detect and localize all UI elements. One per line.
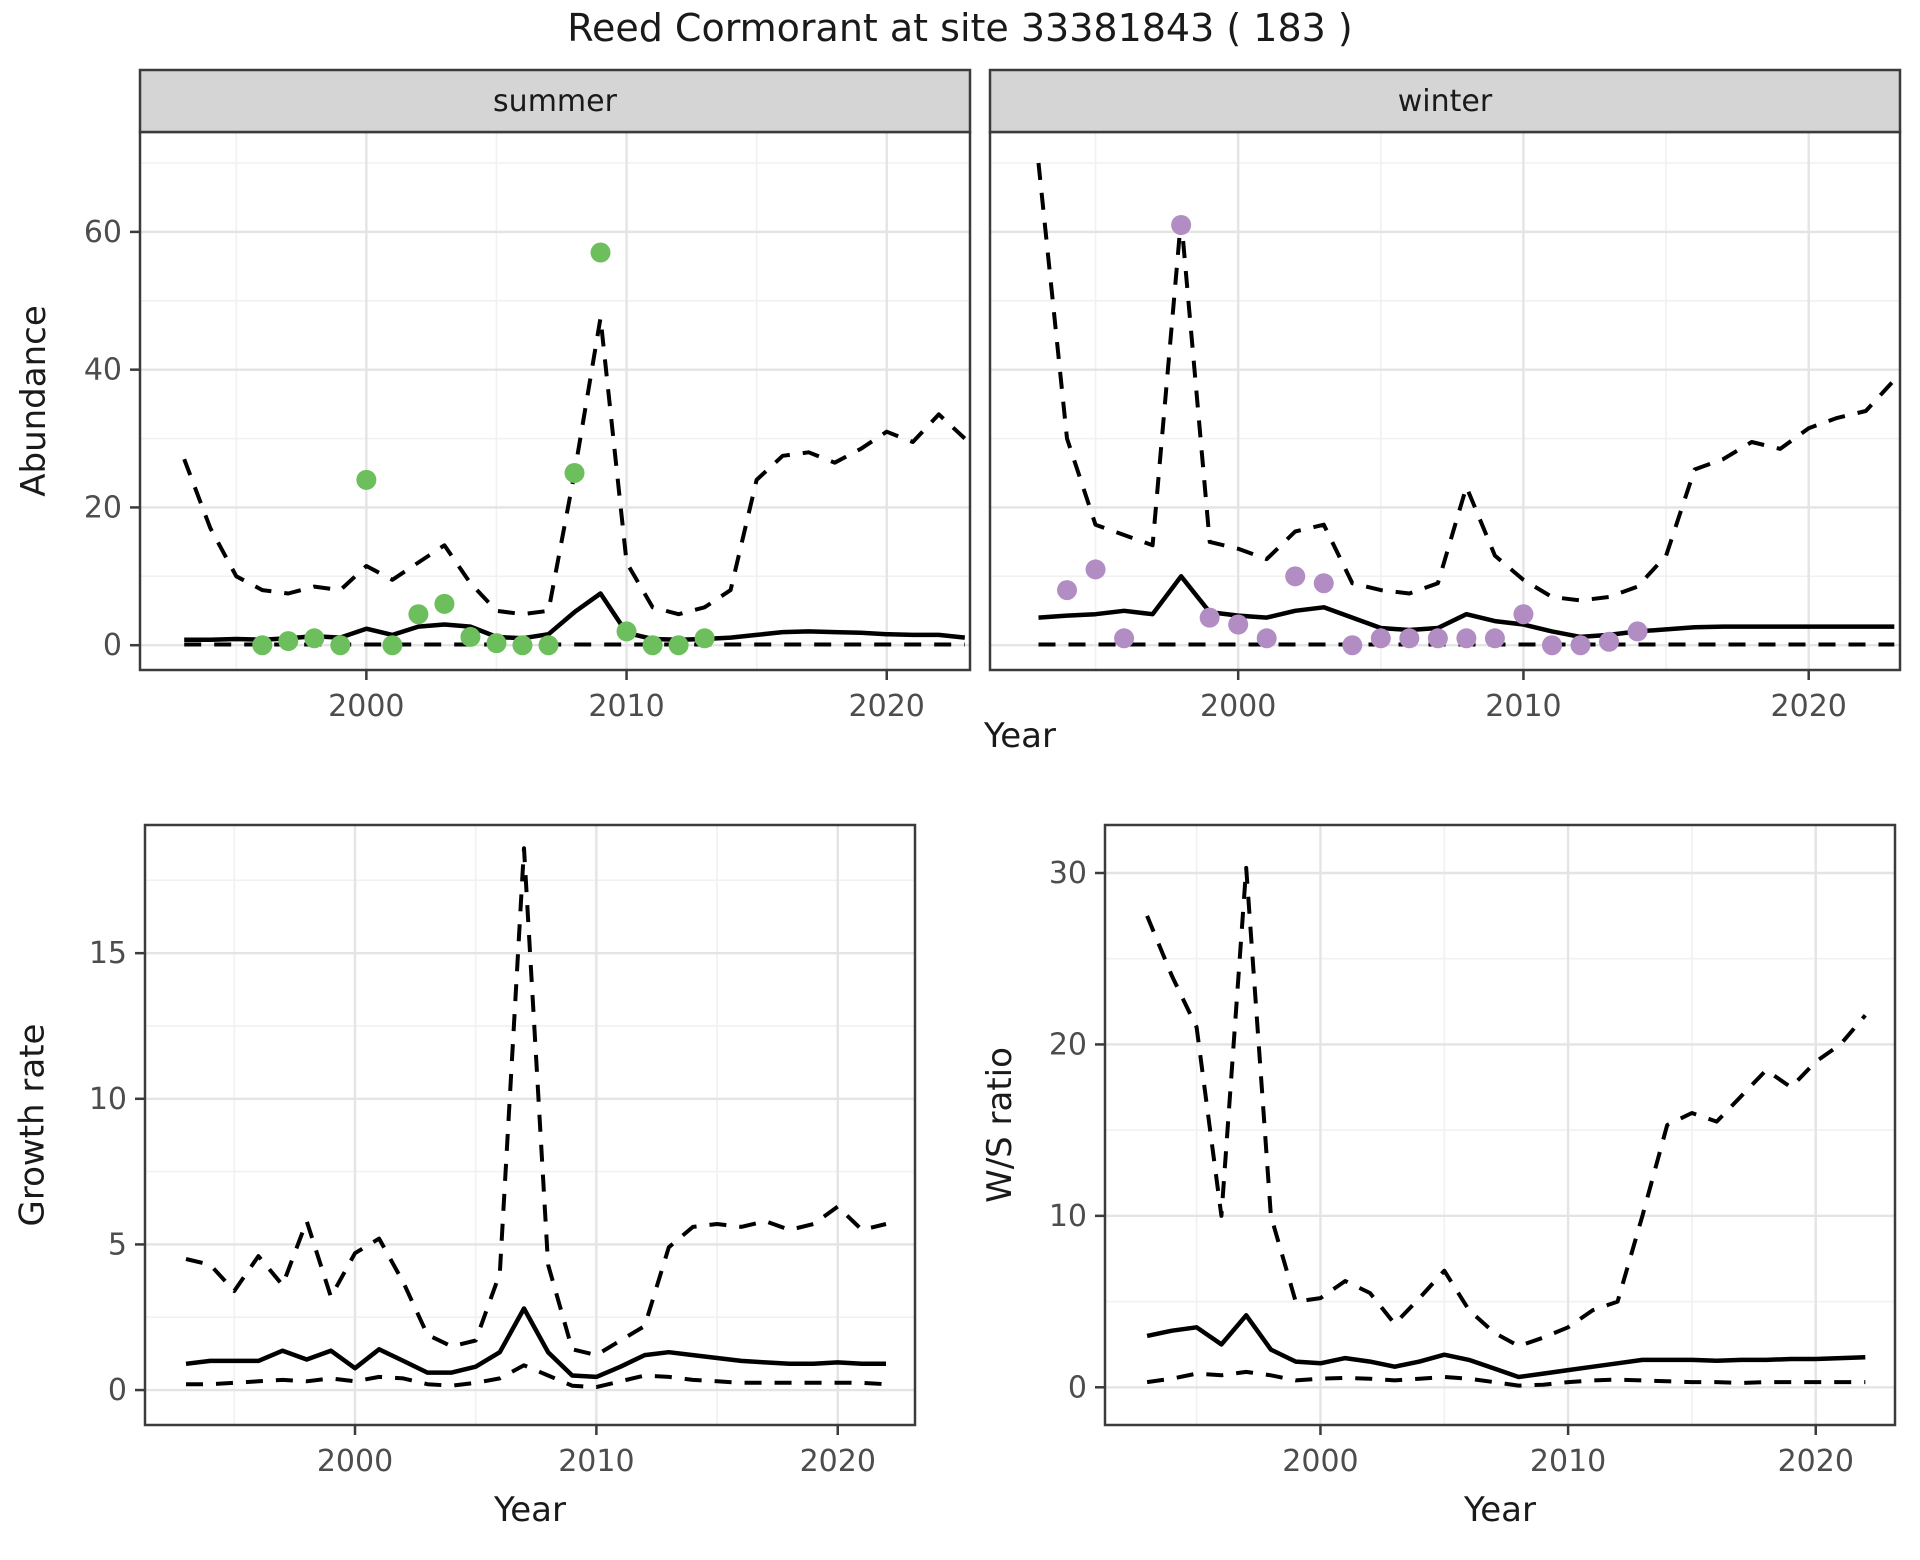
data-point — [382, 635, 403, 656]
page-title: Reed Cormorant at site 33381843 ( 183 ) — [567, 6, 1353, 50]
x-tick-label: 2010 — [1530, 1444, 1606, 1479]
x-tick-label: 2020 — [1778, 1444, 1854, 1479]
data-point — [356, 469, 377, 490]
y-tick-label: 5 — [108, 1227, 127, 1262]
ws_ratio-lower_ci-line — [1146, 1369, 1866, 1388]
data-point — [304, 628, 325, 649]
panel-ws_ratio: 2000 2010 2020 0 10 20 30 — [1049, 823, 1897, 1479]
y-tick-label: 10 — [1049, 1199, 1087, 1234]
x-tick-label: 2010 — [588, 689, 664, 724]
data-point — [1228, 614, 1249, 635]
y-tick-label: 0 — [103, 628, 122, 663]
data-point — [1484, 628, 1505, 649]
y-axis-title-abundance: Abundance — [14, 305, 55, 497]
data-point — [512, 635, 533, 656]
y-axis-title-growth-rate: Growth rate — [12, 1023, 52, 1227]
x-axis-title-growth-rate: Year — [494, 1490, 566, 1530]
data-point — [1370, 628, 1391, 649]
panel-abundance_summer: 2000 2010 2020 0 20 40 60 — [84, 68, 972, 724]
data-point — [538, 635, 559, 656]
facet-strip — [138, 68, 972, 134]
y-axis-title-ws-ratio: W/S ratio — [980, 1047, 1021, 1203]
x-tick-label: 2000 — [317, 1444, 393, 1479]
y-tick-label: 10 — [89, 1082, 127, 1117]
panel-background — [145, 825, 915, 1425]
data-point — [1171, 214, 1192, 235]
y-tick-label: 40 — [84, 353, 122, 388]
data-point — [642, 635, 663, 656]
x-tick-label: 2020 — [800, 1444, 876, 1479]
x-tick-label: 2010 — [558, 1444, 634, 1479]
data-point — [486, 633, 507, 654]
data-point — [278, 631, 299, 652]
data-point — [252, 635, 273, 656]
ws_ratio-upper_ci-line — [1145, 865, 1867, 1349]
data-point — [590, 242, 611, 263]
data-point — [1456, 628, 1477, 649]
data-point — [1399, 628, 1420, 649]
data-point — [1114, 628, 1135, 649]
ws_ratio-median-line — [1146, 1313, 1866, 1380]
data-point — [434, 593, 455, 614]
facet-strip-label-winter: winter — [1397, 83, 1493, 119]
x-tick-label: 2010 — [1485, 689, 1561, 724]
data-point — [408, 604, 429, 625]
x-axis-title-top: Year — [984, 716, 1056, 756]
panel-background — [140, 132, 970, 670]
y-tick-label: 0 — [108, 1373, 127, 1408]
data-point — [668, 635, 689, 656]
x-tick-label: 2020 — [849, 689, 925, 724]
data-point — [1570, 635, 1591, 656]
panel-growth_rate: 2000 2010 2020 0 5 10 15 — [89, 823, 917, 1479]
data-point — [1599, 631, 1620, 652]
facet-strip — [988, 68, 1902, 134]
data-point — [1285, 566, 1306, 587]
y-tick-label: 60 — [84, 215, 122, 250]
x-tick-label: 2000 — [328, 689, 404, 724]
data-point — [1513, 604, 1534, 625]
data-point — [616, 621, 637, 642]
panel-border — [1103, 823, 1897, 1427]
y-tick-label: 20 — [1049, 1027, 1087, 1062]
data-point — [1085, 559, 1106, 580]
y-tick-label: 30 — [1049, 856, 1087, 891]
facet-strip-label-summer: summer — [493, 83, 617, 119]
x-axis-title-ws-ratio: Year — [1464, 1490, 1536, 1530]
panel-abundance_winter: 2000 2010 2020 — [988, 68, 1902, 724]
x-tick-label: 2000 — [1200, 689, 1276, 724]
x-tick-label: 2000 — [1282, 1444, 1358, 1479]
data-point — [1313, 573, 1334, 594]
data-point — [1427, 628, 1448, 649]
x-tick-label: 2020 — [1771, 689, 1847, 724]
panel-border — [143, 823, 917, 1427]
data-point — [564, 462, 585, 483]
panel-background — [990, 132, 1900, 670]
growth_rate-upper_ci-line — [185, 846, 887, 1358]
data-point — [1057, 580, 1078, 601]
data-point — [460, 626, 481, 647]
data-point — [694, 628, 715, 649]
data-point — [1199, 607, 1220, 628]
growth_rate-median-line — [185, 1306, 886, 1380]
data-point — [1541, 635, 1562, 656]
abundance_winter-median-line — [1038, 574, 1895, 640]
data-point — [330, 635, 351, 656]
y-tick-label: 15 — [89, 936, 127, 971]
data-point — [1342, 635, 1363, 656]
data-point — [1627, 621, 1648, 642]
y-tick-label: 20 — [84, 490, 122, 525]
data-point — [1256, 628, 1277, 649]
y-tick-label: 0 — [1068, 1370, 1087, 1405]
